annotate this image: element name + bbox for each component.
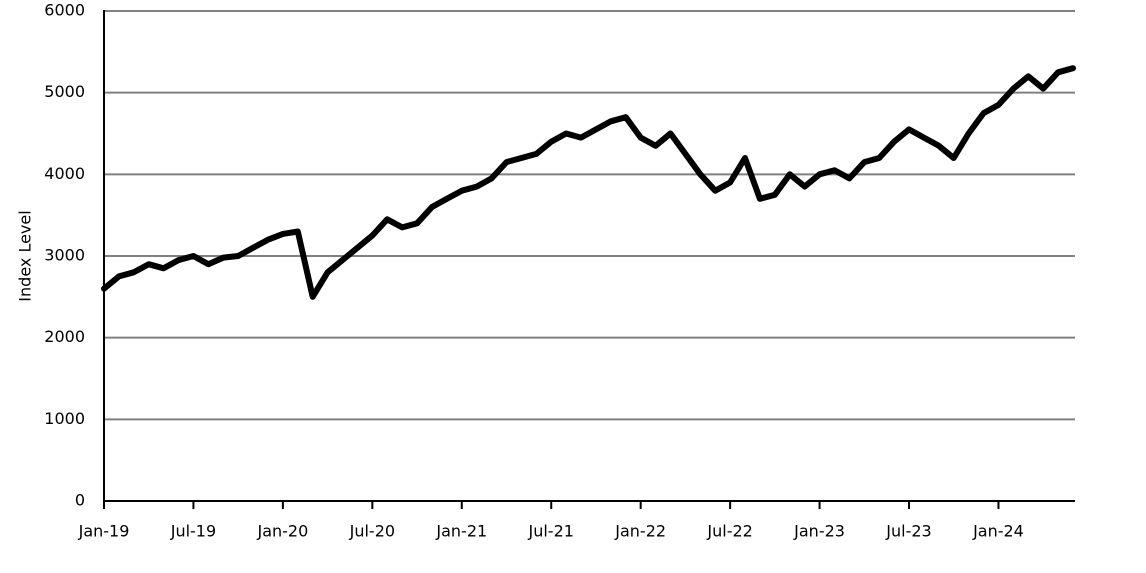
y-tick-label: 1000 [44, 409, 85, 428]
x-tick-label: Jan-20 [256, 522, 308, 541]
y-tick-label: 6000 [44, 1, 85, 20]
x-tick-label: Jul-19 [170, 522, 216, 541]
x-tick-label: Jan-23 [793, 522, 845, 541]
data-line [101, 65, 1076, 300]
x-tick-label: Jul-20 [349, 522, 395, 541]
x-tick-label: Jan-24 [972, 522, 1024, 541]
y-tick-label: 2000 [44, 327, 85, 346]
x-tick-label: Jan-22 [614, 522, 666, 541]
y-tick-label: 5000 [44, 82, 85, 101]
y-axis-label: Index Level [16, 210, 35, 301]
y-tick-label: 3000 [44, 246, 85, 265]
x-tick-label: Jan-21 [435, 522, 487, 541]
x-tick-label: Jan-19 [78, 522, 130, 541]
x-tick-label: Jul-22 [706, 522, 752, 541]
y-tick-label: 0 [75, 491, 85, 510]
x-tick-label: Jul-21 [528, 522, 574, 541]
x-tick-label: Jul-23 [885, 522, 931, 541]
y-tick-label: 4000 [44, 164, 85, 183]
